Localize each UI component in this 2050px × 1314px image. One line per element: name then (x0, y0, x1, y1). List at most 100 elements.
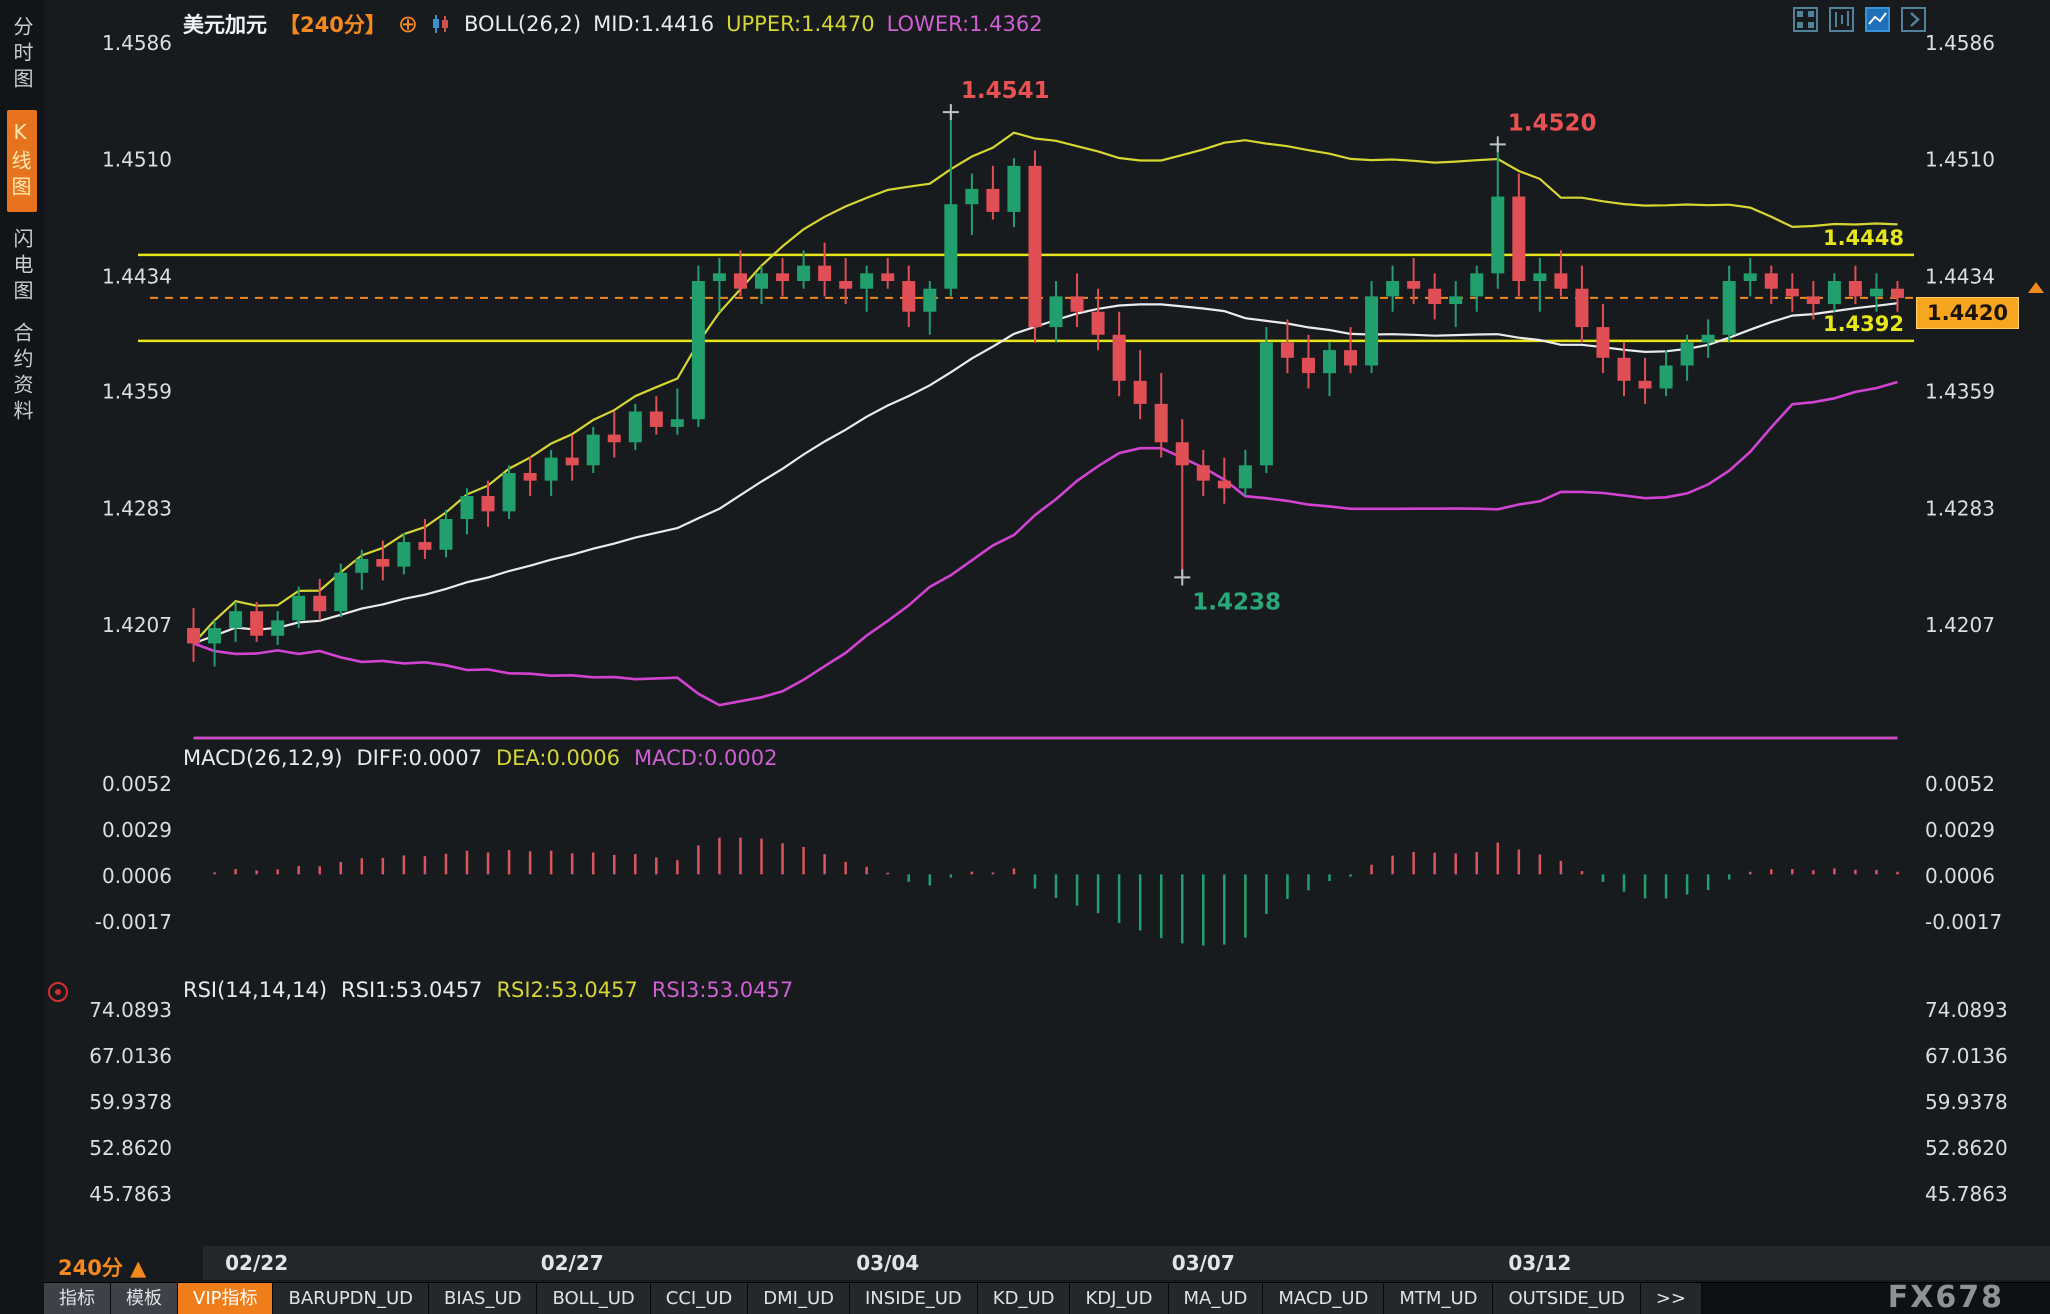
candle-body (628, 411, 642, 443)
tab-outside[interactable]: OUTSIDE_UD (1493, 1283, 1641, 1314)
candle-body (1344, 350, 1358, 366)
boll-mid-line (193, 302, 1898, 645)
next-view-icon[interactable] (1900, 6, 1927, 33)
candle-body (418, 542, 432, 550)
tab-vip-indicators[interactable]: VIP指标 (178, 1283, 274, 1314)
candle-body (1133, 380, 1147, 404)
price-axis-label: 1.4510 (102, 148, 172, 172)
candle-body (1386, 281, 1400, 297)
candle-body (1154, 403, 1168, 443)
candle-body (776, 273, 790, 282)
chart-view-toolbar (1792, 6, 1927, 33)
up-arrow-icon: ▲ (130, 1256, 147, 1280)
candle-body (1680, 342, 1694, 366)
tab-indicators[interactable]: 指标 (44, 1283, 111, 1314)
candle-body (923, 288, 937, 312)
timeframe-footer-label[interactable]: 240分 ▲ (58, 1256, 147, 1280)
macd-axis-label: 0.0029 (1925, 818, 1995, 842)
candle-body (397, 542, 411, 567)
line-chart-active-icon[interactable] (1864, 6, 1891, 33)
candle-body (544, 457, 558, 481)
tab-kdj[interactable]: KDJ_UD (1070, 1283, 1169, 1314)
tab-kd[interactable]: KD_UD (977, 1283, 1071, 1314)
candle-body (1280, 342, 1294, 358)
candle-body (986, 188, 1000, 212)
price-axis-label: 1.4283 (1925, 496, 1995, 520)
macd-axis-label: 0.0052 (102, 772, 172, 796)
sidebar-item-timeshare-chart[interactable]: 分时图 (10, 16, 34, 94)
tab-more[interactable]: >> (1640, 1283, 1702, 1314)
candle-body (292, 595, 306, 621)
sidebar-item-lightning-chart[interactable]: 闪电图 (10, 228, 34, 306)
rsi-axis-label: 74.0893 (1925, 998, 2008, 1022)
candle-body (649, 411, 663, 427)
level-line-label: 1.4448 (1823, 226, 1904, 250)
boll-lower-value: LOWER:1.4362 (886, 12, 1043, 36)
candle-body (944, 204, 958, 289)
tab-ma[interactable]: MA_UD (1168, 1283, 1264, 1314)
boll-upper-line (192, 131, 1898, 645)
candle-body (965, 188, 979, 205)
candle-body (1848, 281, 1862, 297)
candle-body (355, 558, 369, 573)
macd-axis-label: 0.0052 (1925, 772, 1995, 796)
candle-body (902, 281, 916, 312)
price-axis-label: 1.4359 (102, 380, 172, 404)
tab-mtm[interactable]: MTM_UD (1384, 1283, 1494, 1314)
x-axis-label: 03/12 (1508, 1251, 1571, 1275)
candle-body (1428, 288, 1442, 305)
macd-axis-label: 0.0029 (102, 818, 172, 842)
price-up-arrow-icon (2028, 282, 2044, 293)
candle-body (1365, 296, 1379, 366)
tab-macd[interactable]: MACD_UD (1263, 1283, 1385, 1314)
sidebar: 分时图 K线图 闪电图 合约资料 (0, 0, 44, 1314)
candle-body (1259, 342, 1273, 466)
candle-body (250, 611, 264, 636)
candle-body (1238, 465, 1252, 489)
level-line-label: 1.4392 (1823, 312, 1904, 336)
candle-body (1491, 196, 1505, 274)
tab-templates[interactable]: 模板 (111, 1283, 178, 1314)
candle-body (481, 496, 495, 512)
record-dot-icon[interactable] (46, 980, 70, 1004)
rsi3-value: RSI3:53.0457 (651, 978, 794, 1002)
sidebar-item-kline-chart[interactable]: K线图 (7, 110, 37, 212)
kline-view-icon[interactable] (1828, 6, 1855, 33)
rsi-axis-label: 45.7863 (89, 1182, 172, 1206)
candle-body (334, 572, 348, 612)
add-indicator-icon[interactable]: ⊕ (397, 10, 418, 38)
candle-body (1049, 296, 1063, 328)
time-axis[interactable] (203, 1246, 2050, 1280)
tab-boll[interactable]: BOLL_UD (537, 1283, 651, 1314)
timeframe-label[interactable]: 【240分】 (279, 13, 386, 37)
candle-body (1175, 442, 1189, 466)
tab-dmi[interactable]: DMI_UD (748, 1283, 850, 1314)
rsi-axis-label: 59.9378 (89, 1090, 172, 1114)
tab-cci[interactable]: CCI_UD (650, 1283, 749, 1314)
candle-body (1638, 380, 1652, 389)
candle-body (1659, 365, 1673, 389)
price-axis-label: 1.4359 (1925, 380, 1995, 404)
candle-body (439, 519, 453, 550)
macd-axis-label: -0.0017 (1925, 910, 2002, 934)
candle-body (502, 472, 516, 512)
sidebar-item-contract-info[interactable]: 合约资料 (10, 322, 34, 426)
candle-body (1596, 327, 1610, 358)
tab-bias[interactable]: BIAS_UD (429, 1283, 538, 1314)
candle-body (1449, 296, 1463, 305)
boll-mid-value: MID:1.4416 (593, 12, 715, 36)
x-axis-label: 03/04 (856, 1251, 919, 1275)
candle-body (460, 496, 474, 520)
tab-inside[interactable]: INSIDE_UD (850, 1283, 978, 1314)
price-annotation: 1.4520 (1508, 110, 1597, 136)
symbol-title: 美元加元 (183, 13, 267, 37)
tab-barupdn[interactable]: BARUPDN_UD (273, 1283, 430, 1314)
multi-window-icon[interactable] (1792, 6, 1819, 33)
candle-body (376, 558, 390, 567)
candle-body (712, 273, 726, 282)
candle-body (1764, 273, 1778, 289)
candle-body (860, 273, 874, 289)
candle-body (208, 628, 222, 644)
candlestick-legend-icon (430, 13, 452, 35)
